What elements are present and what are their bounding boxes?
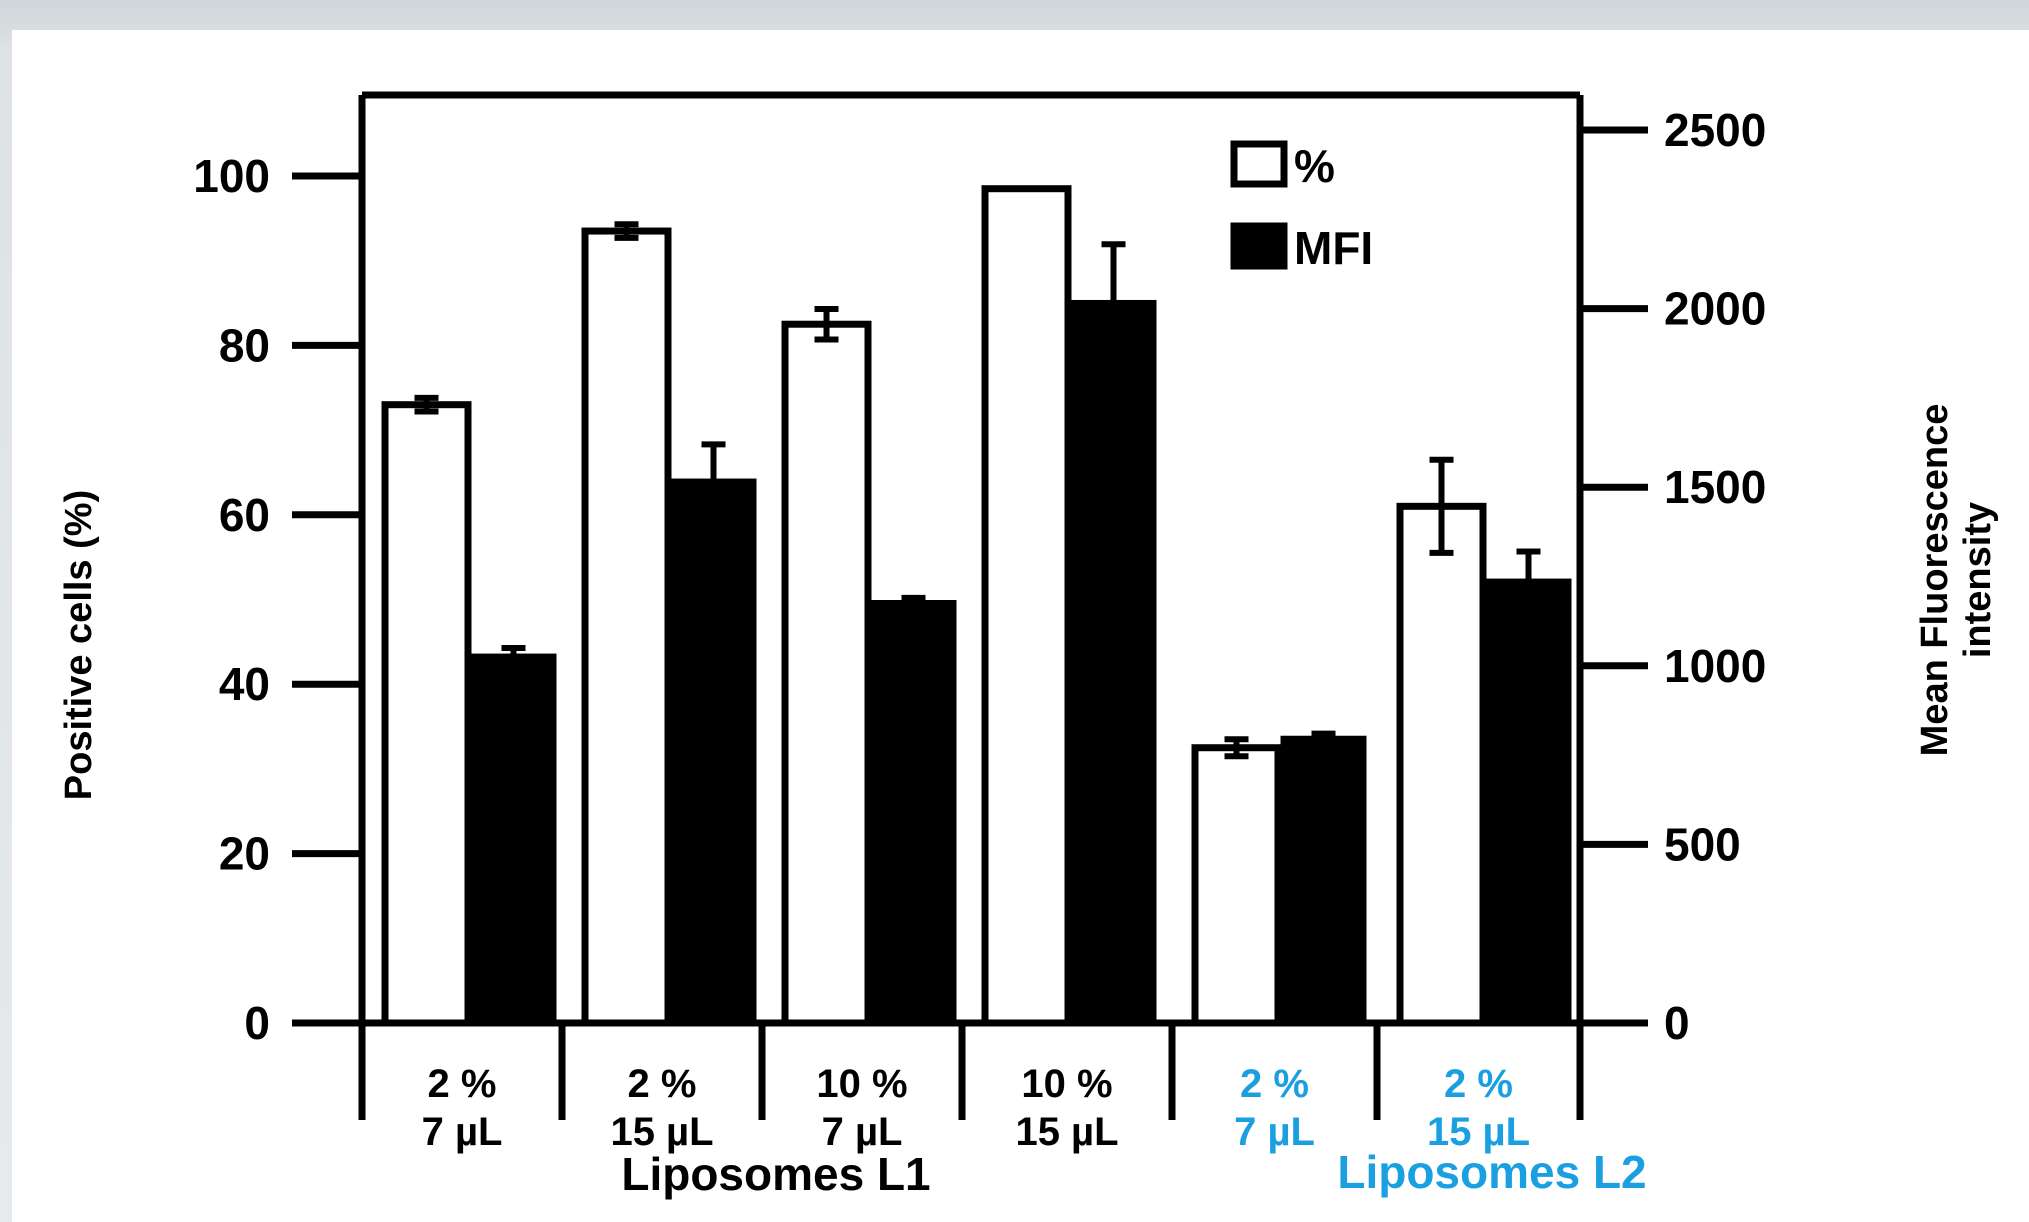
legend-swatch [1230, 140, 1288, 188]
bar-percent [781, 320, 872, 1027]
y-right-tick-label: 1000 [1664, 640, 1766, 692]
bar-percent [581, 227, 672, 1027]
bars-layer [381, 185, 1572, 1027]
legend-label: MFI [1294, 222, 1373, 274]
legend: % MFI [1230, 140, 1373, 274]
y-left-tick-label: 60 [219, 489, 270, 541]
bar-mfi [1280, 735, 1367, 1025]
bar-percent [381, 401, 472, 1027]
y-left-tick-label: 0 [244, 997, 270, 1049]
x-label-concentration: 2 % [1240, 1062, 1309, 1106]
y-left-tick-label: 80 [219, 319, 270, 371]
bar-mfi [1485, 578, 1572, 1025]
legend-label: % [1294, 140, 1335, 192]
plot-frame [292, 91, 1648, 1030]
x-label-volume: 15 µL [1015, 1110, 1118, 1154]
x-label-concentration: 2 % [628, 1062, 697, 1106]
y-left-tick-label: 40 [219, 658, 270, 710]
y-right-tick-label: 2000 [1664, 283, 1766, 335]
legend-swatch [1230, 222, 1288, 270]
bar-mfi [1070, 299, 1157, 1025]
x-label-concentration: 10 % [816, 1062, 907, 1106]
bar-percent [1191, 744, 1282, 1027]
x-label-volume: 7 µL [1234, 1110, 1315, 1154]
y-left-axis-label: Positive cells (%) [58, 490, 100, 800]
x-label-volume: 7 µL [822, 1110, 903, 1154]
y-right-tick-label: 2500 [1664, 104, 1766, 156]
bar-mfi [670, 478, 757, 1025]
bar-mfi [470, 653, 557, 1025]
y-left-tick-label: 100 [193, 150, 270, 202]
y-right-axis-label-line2: intensity [1957, 502, 1999, 658]
y-right-tick-label: 500 [1664, 818, 1741, 870]
bar-percent [981, 185, 1072, 1027]
chart-panel: 0 20 40 60 80 100 0 500 1000 1500 2000 2500 % MFI Po… [12, 30, 2029, 1222]
x-label-concentration: 2 % [428, 1062, 497, 1106]
error-bars-layer [414, 221, 1541, 760]
x-label-volume: 7 µL [422, 1110, 503, 1154]
group-label-l2: Liposomes L2 [1337, 1146, 1646, 1198]
bar-mfi [870, 600, 957, 1025]
x-label-volume: 15 µL [610, 1110, 713, 1154]
x-label-concentration: 10 % [1021, 1062, 1112, 1106]
x-label-concentration: 2 % [1444, 1062, 1513, 1106]
group-label-l1: Liposomes L1 [621, 1148, 930, 1200]
y-right-tick-label: 0 [1664, 997, 1690, 1049]
y-right-axis-label-line1: Mean Fluorescence [1914, 404, 1956, 757]
bar-percent [1396, 502, 1487, 1027]
y-left-tick-label: 20 [219, 828, 270, 880]
x-label-volume: 15 µL [1427, 1110, 1530, 1154]
y-right-tick-label: 1500 [1664, 461, 1766, 513]
